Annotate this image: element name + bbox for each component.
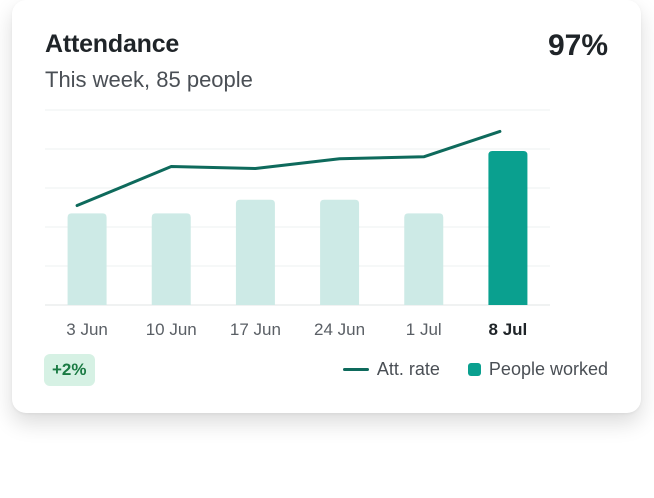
attendance-chart: 3 Jun 10 Jun 17 Jun 24 Jun 1 Jul 8 Jul (45, 109, 550, 339)
attendance-percentage: 97% (547, 29, 608, 62)
chart-legend: Att. rate People worked (342, 359, 608, 380)
legend-label-people-worked: People worked (488, 359, 608, 379)
card-subtitle: This week, 85 people (45, 67, 253, 92)
att-rate-line (75, 129, 502, 208)
legend-label-att-rate: Att. rate (376, 359, 440, 379)
x-tick-label: 1 Jul (406, 320, 442, 339)
bar-8-jul (488, 150, 528, 305)
bar-24-jun (320, 199, 360, 305)
bar-10-jun (151, 213, 191, 305)
bar-17-jun (235, 199, 275, 305)
bar-1-jul (404, 213, 444, 305)
x-tick-label: 24 Jun (314, 320, 365, 339)
x-tick-label: 3 Jun (66, 320, 108, 339)
x-tick-label: 17 Jun (230, 320, 281, 339)
attendance-card: Attendance This week, 85 people 97% 3 Ju… (12, 0, 641, 413)
legend-item-att-rate: Att. rate (342, 359, 440, 380)
x-tick-label: 10 Jun (146, 320, 197, 339)
legend-item-people-worked: People worked (467, 359, 608, 380)
line-swatch-icon (342, 368, 369, 371)
change-badge: +2% (44, 354, 95, 386)
square-swatch-icon (467, 363, 481, 376)
bar-3-jun (67, 213, 107, 305)
x-tick-label: 8 Jul (489, 320, 528, 339)
card-title: Attendance (45, 30, 180, 58)
